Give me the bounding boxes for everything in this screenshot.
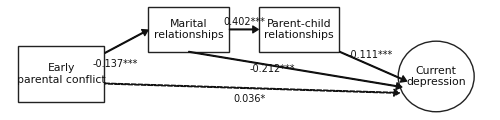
Ellipse shape: [398, 41, 474, 112]
FancyArrowPatch shape: [188, 51, 402, 90]
Text: -0.212***: -0.212***: [250, 64, 295, 74]
FancyBboxPatch shape: [18, 46, 104, 102]
FancyArrowPatch shape: [105, 83, 400, 96]
Text: Parent-child
relationships: Parent-child relationships: [264, 19, 334, 40]
FancyBboxPatch shape: [148, 7, 229, 52]
Text: 0.036*: 0.036*: [234, 94, 266, 104]
FancyArrowPatch shape: [230, 26, 258, 33]
Text: Current
depression: Current depression: [406, 66, 466, 87]
Text: -0.137***: -0.137***: [92, 59, 138, 69]
FancyArrowPatch shape: [340, 51, 407, 82]
Text: Early
parental conflict: Early parental conflict: [17, 63, 106, 85]
Text: -0.111***: -0.111***: [348, 50, 393, 60]
FancyBboxPatch shape: [258, 7, 340, 52]
Text: Marital
relationships: Marital relationships: [154, 19, 224, 40]
Text: 0.402***: 0.402***: [223, 17, 265, 27]
FancyArrowPatch shape: [105, 30, 148, 53]
